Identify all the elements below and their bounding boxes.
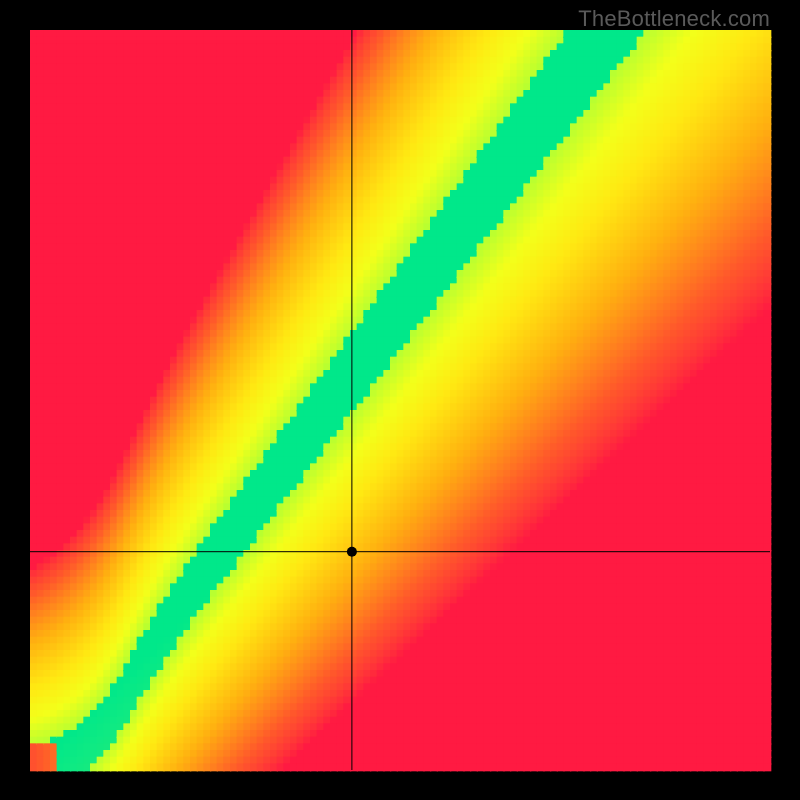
- bottleneck-heatmap: [0, 0, 800, 800]
- watermark-text: TheBottleneck.com: [578, 6, 770, 32]
